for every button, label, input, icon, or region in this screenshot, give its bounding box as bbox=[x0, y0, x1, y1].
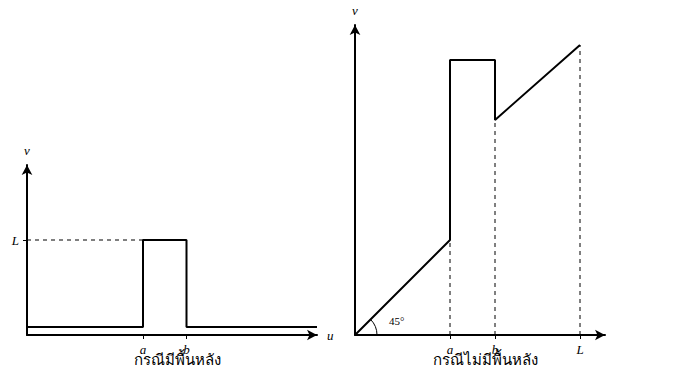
svg-text:u: u bbox=[327, 328, 334, 343]
svg-text:L: L bbox=[11, 233, 19, 248]
svg-text:a: a bbox=[446, 342, 454, 357]
svg-text:กรณีมีพื้นหลัง: กรณีมีพื้นหลัง bbox=[134, 349, 221, 369]
svg-text:a: a bbox=[139, 342, 147, 357]
svg-text:กรณีไม่มีพื้นหลัง: กรณีไม่มีพื้นหลัง bbox=[433, 349, 538, 369]
svg-text:L: L bbox=[575, 342, 583, 357]
svg-text:v: v bbox=[352, 3, 358, 18]
svg-text:b: b bbox=[491, 342, 499, 357]
svg-text:45°: 45° bbox=[389, 315, 404, 327]
svg-text:v: v bbox=[24, 143, 30, 158]
svg-text:b: b bbox=[183, 342, 190, 357]
